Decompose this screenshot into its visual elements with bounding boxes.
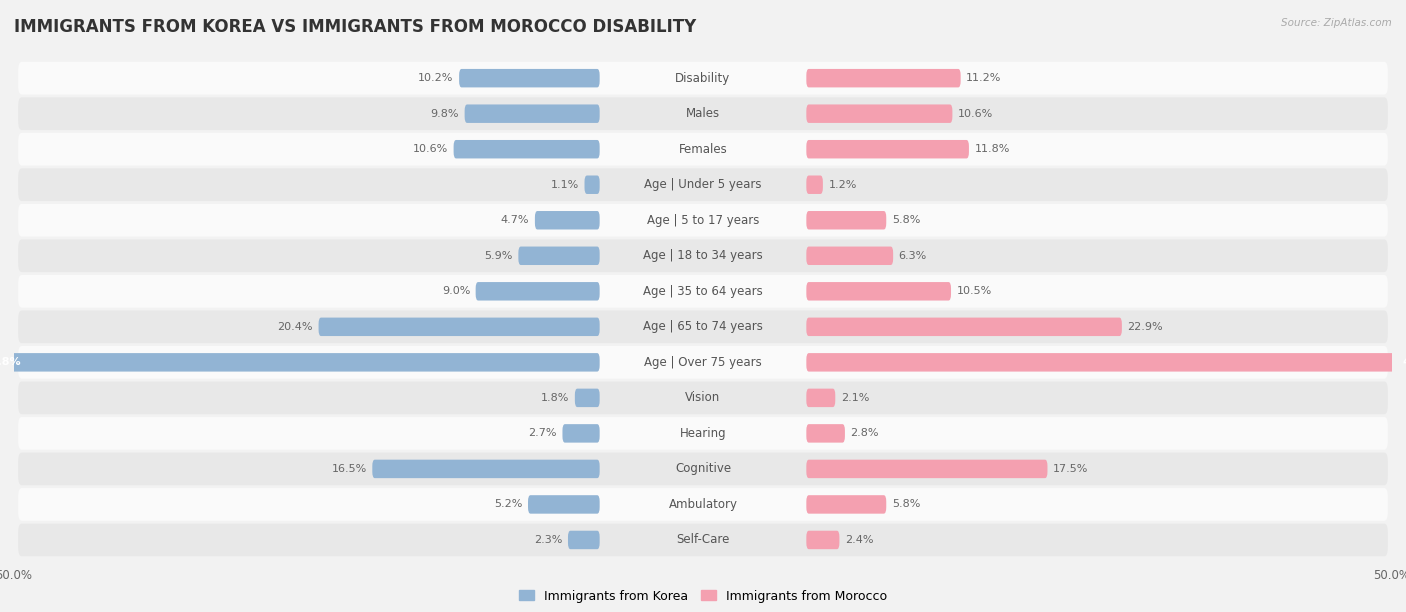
Text: 20.4%: 20.4% — [277, 322, 314, 332]
FancyBboxPatch shape — [18, 381, 1388, 414]
FancyBboxPatch shape — [807, 460, 1047, 478]
FancyBboxPatch shape — [18, 488, 1388, 521]
Text: Hearing: Hearing — [679, 427, 727, 440]
FancyBboxPatch shape — [529, 495, 599, 513]
FancyBboxPatch shape — [807, 140, 969, 159]
FancyBboxPatch shape — [18, 62, 1388, 94]
Text: 17.5%: 17.5% — [1053, 464, 1088, 474]
FancyBboxPatch shape — [807, 353, 1406, 371]
Text: 45.8%: 45.8% — [0, 357, 21, 367]
FancyBboxPatch shape — [807, 531, 839, 549]
Text: Source: ZipAtlas.com: Source: ZipAtlas.com — [1281, 18, 1392, 28]
FancyBboxPatch shape — [807, 495, 886, 513]
Text: 2.8%: 2.8% — [851, 428, 879, 438]
FancyBboxPatch shape — [18, 204, 1388, 237]
Text: Age | Over 75 years: Age | Over 75 years — [644, 356, 762, 369]
FancyBboxPatch shape — [319, 318, 599, 336]
FancyBboxPatch shape — [807, 105, 952, 123]
FancyBboxPatch shape — [0, 353, 599, 371]
Text: 9.8%: 9.8% — [430, 109, 460, 119]
Text: 10.2%: 10.2% — [418, 73, 454, 83]
Text: IMMIGRANTS FROM KOREA VS IMMIGRANTS FROM MOROCCO DISABILITY: IMMIGRANTS FROM KOREA VS IMMIGRANTS FROM… — [14, 18, 696, 36]
Text: 5.9%: 5.9% — [485, 251, 513, 261]
FancyBboxPatch shape — [373, 460, 599, 478]
Text: Age | 5 to 17 years: Age | 5 to 17 years — [647, 214, 759, 227]
FancyBboxPatch shape — [18, 133, 1388, 166]
Text: 1.1%: 1.1% — [551, 180, 579, 190]
Text: Age | Under 5 years: Age | Under 5 years — [644, 178, 762, 191]
Text: 2.4%: 2.4% — [845, 535, 873, 545]
Text: 9.0%: 9.0% — [441, 286, 470, 296]
FancyBboxPatch shape — [475, 282, 599, 300]
FancyBboxPatch shape — [807, 176, 823, 194]
Text: Ambulatory: Ambulatory — [668, 498, 738, 511]
Text: 2.7%: 2.7% — [529, 428, 557, 438]
Text: Age | 18 to 34 years: Age | 18 to 34 years — [643, 249, 763, 263]
FancyBboxPatch shape — [519, 247, 599, 265]
FancyBboxPatch shape — [575, 389, 599, 407]
FancyBboxPatch shape — [807, 282, 950, 300]
Text: 2.1%: 2.1% — [841, 393, 869, 403]
Text: 5.2%: 5.2% — [494, 499, 523, 509]
FancyBboxPatch shape — [807, 69, 960, 88]
Text: 10.5%: 10.5% — [956, 286, 991, 296]
Text: 4.7%: 4.7% — [501, 215, 530, 225]
Text: Vision: Vision — [685, 391, 721, 405]
Text: 22.9%: 22.9% — [1128, 322, 1163, 332]
Text: 5.8%: 5.8% — [891, 499, 920, 509]
Text: Disability: Disability — [675, 72, 731, 84]
Text: 1.8%: 1.8% — [541, 393, 569, 403]
FancyBboxPatch shape — [18, 524, 1388, 556]
FancyBboxPatch shape — [18, 346, 1388, 379]
Text: Males: Males — [686, 107, 720, 120]
Text: 5.8%: 5.8% — [891, 215, 920, 225]
Text: 2.3%: 2.3% — [534, 535, 562, 545]
FancyBboxPatch shape — [568, 531, 599, 549]
FancyBboxPatch shape — [534, 211, 599, 230]
FancyBboxPatch shape — [562, 424, 599, 442]
Text: Age | 65 to 74 years: Age | 65 to 74 years — [643, 320, 763, 334]
FancyBboxPatch shape — [807, 389, 835, 407]
FancyBboxPatch shape — [585, 176, 599, 194]
Text: 10.6%: 10.6% — [957, 109, 993, 119]
FancyBboxPatch shape — [454, 140, 599, 159]
Text: 47.1%: 47.1% — [1403, 357, 1406, 367]
Text: 16.5%: 16.5% — [332, 464, 367, 474]
Text: Age | 35 to 64 years: Age | 35 to 64 years — [643, 285, 763, 298]
FancyBboxPatch shape — [18, 275, 1388, 308]
FancyBboxPatch shape — [18, 239, 1388, 272]
Text: Self-Care: Self-Care — [676, 534, 730, 547]
Text: Females: Females — [679, 143, 727, 155]
FancyBboxPatch shape — [807, 318, 1122, 336]
FancyBboxPatch shape — [807, 247, 893, 265]
Text: 11.8%: 11.8% — [974, 144, 1010, 154]
FancyBboxPatch shape — [464, 105, 599, 123]
FancyBboxPatch shape — [807, 424, 845, 442]
FancyBboxPatch shape — [460, 69, 599, 88]
FancyBboxPatch shape — [18, 97, 1388, 130]
Text: Cognitive: Cognitive — [675, 463, 731, 476]
FancyBboxPatch shape — [18, 452, 1388, 485]
FancyBboxPatch shape — [807, 211, 886, 230]
Legend: Immigrants from Korea, Immigrants from Morocco: Immigrants from Korea, Immigrants from M… — [519, 589, 887, 602]
FancyBboxPatch shape — [18, 417, 1388, 450]
Text: 11.2%: 11.2% — [966, 73, 1001, 83]
FancyBboxPatch shape — [18, 168, 1388, 201]
Text: 6.3%: 6.3% — [898, 251, 927, 261]
Text: 1.2%: 1.2% — [828, 180, 856, 190]
FancyBboxPatch shape — [18, 310, 1388, 343]
Text: 10.6%: 10.6% — [413, 144, 449, 154]
